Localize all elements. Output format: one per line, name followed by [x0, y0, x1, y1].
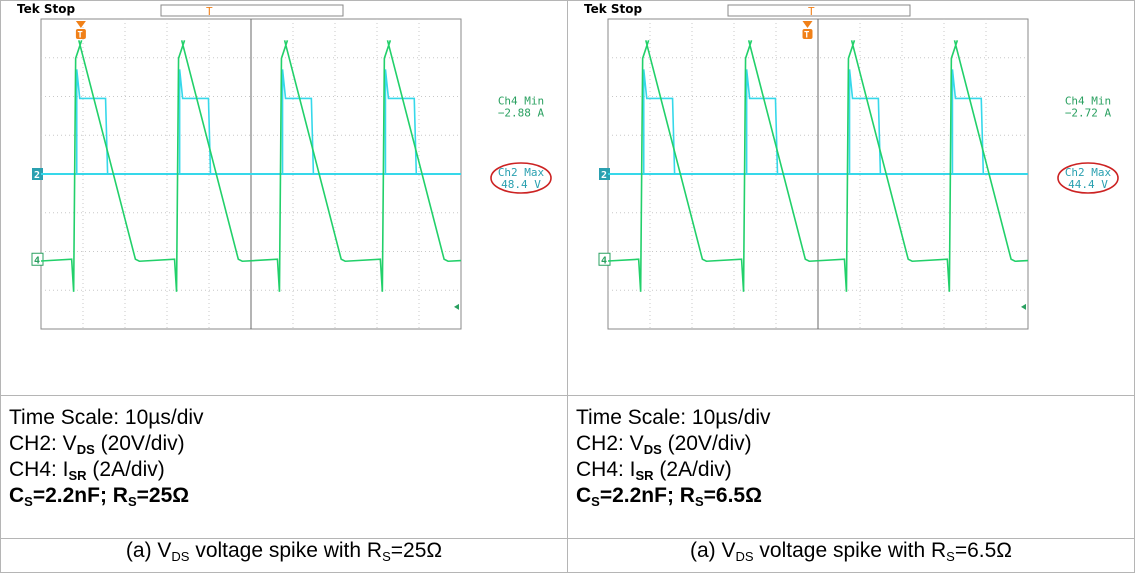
- ch4-current-trace: [608, 69, 1028, 175]
- trigger-icon: [75, 29, 86, 39]
- trigger-position-icon: [802, 21, 813, 28]
- caption-a: (a) VDS voltage spike with RS=25Ω: [0, 538, 568, 573]
- ch2-readout-value: 48.4 V: [501, 178, 541, 191]
- info-cell-b: Time Scale: 10µs/div CH2: VDS (20V/div) …: [567, 395, 1135, 539]
- ch4-readout-label: Ch4 Min: [1065, 94, 1111, 107]
- component-values: CS=2.2nF; RS=25Ω: [9, 484, 190, 509]
- ch4-readout-value: −2.72 A: [1065, 106, 1112, 119]
- caption-b: (a) VDS voltage spike with RS=6.5Ω: [567, 538, 1135, 573]
- highlight-ellipse: [1057, 162, 1119, 194]
- record-view-bar: [160, 4, 344, 17]
- ch4-readout-label: Ch4 Min: [498, 94, 544, 107]
- ch4-readout-value: −2.88 A: [498, 106, 545, 119]
- ch2-readout-value: 44.4 V: [1068, 178, 1108, 191]
- ch2-readout-label: Ch2 Max: [498, 166, 545, 179]
- ch2-voltage-trace: [41, 40, 461, 292]
- ch2-readout-label: Ch2 Max: [1065, 166, 1112, 179]
- record-trigger-marker: T: [206, 5, 213, 18]
- ch4-marker-label: 4: [601, 255, 607, 266]
- ch4-setting: CH4: ISR (2A/div): [576, 458, 732, 483]
- info-cell-a: Time Scale: 10µs/div CH2: VDS (20V/div) …: [0, 395, 568, 539]
- scope-header-text: Tek Stop: [17, 2, 76, 16]
- right-edge-marker-icon: [454, 303, 459, 310]
- trigger-icon: [802, 29, 813, 39]
- component-values: CS=2.2nF; RS=6.5Ω: [576, 484, 762, 509]
- ch2-setting: CH2: VDS (20V/div): [576, 432, 752, 457]
- record-trigger-marker: T: [808, 5, 815, 18]
- ch4-ground-marker-icon: [598, 252, 611, 266]
- settings-block-a: Time Scale: 10µs/div CH2: VDS (20V/div) …: [1, 396, 567, 509]
- ch4-ground-marker-icon: [31, 252, 44, 266]
- highlight-ellipse: [490, 162, 552, 194]
- right-edge-marker-icon: [1021, 303, 1026, 310]
- scope-cell-a: Tek Stop T T 2 4 Ch4 Min −2.88 A Ch2 Max 48.4 V: [0, 0, 568, 396]
- ch2-marker-label: 2: [601, 170, 607, 181]
- time-scale-text: Time Scale: 10µs/div: [9, 406, 204, 429]
- ch2-setting: CH2: VDS (20V/div): [9, 432, 185, 457]
- record-view-bar: [727, 4, 911, 17]
- trigger-position-icon: [75, 21, 86, 28]
- scope-header-text: Tek Stop: [584, 2, 643, 16]
- ch4-marker-label: 4: [34, 255, 40, 266]
- ch4-current-trace: [41, 69, 461, 175]
- ch2-voltage-trace: [608, 40, 1028, 292]
- ch2-marker-label: 2: [34, 170, 40, 181]
- time-scale-text: Time Scale: 10µs/div: [576, 406, 771, 429]
- ch2-ground-marker-icon: [32, 168, 43, 180]
- settings-block-b: Time Scale: 10µs/div CH2: VDS (20V/div) …: [568, 396, 1134, 509]
- scope-cell-b: Tek Stop T T 2 4 Ch4 Min −2.72 A Ch2 Max 44.4 V: [567, 0, 1135, 396]
- trigger-icon-letter: T: [77, 31, 83, 41]
- ch2-ground-marker-icon: [599, 168, 610, 180]
- trigger-icon-letter: T: [804, 31, 810, 41]
- ch4-setting: CH4: ISR (2A/div): [9, 458, 165, 483]
